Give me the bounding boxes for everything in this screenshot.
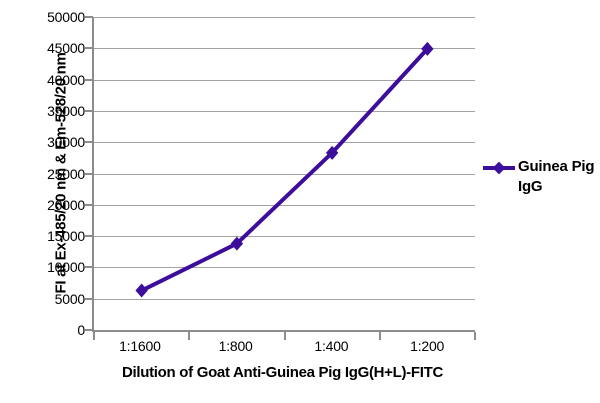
series-svg <box>135 41 434 298</box>
y-axis-tick <box>85 235 93 238</box>
x-tick-label: 1:800 <box>218 338 253 354</box>
y-axis-tick <box>85 109 93 112</box>
x-tick-label: 1:200 <box>410 338 445 354</box>
y-tick-label: 5000 <box>54 290 86 307</box>
y-tick-label: 0 <box>77 322 85 338</box>
x-axis-tick-labels: 1:1600 1:800 1:400 1:200 <box>92 338 475 356</box>
y-axis-tick <box>85 16 93 18</box>
gridline <box>94 110 475 112</box>
legend: Guinea Pig IgG <box>483 157 600 196</box>
x-axis-title: Dilution of Goat Anti-Guinea Pig IgG(H+L… <box>121 364 444 381</box>
y-axis-tick <box>85 47 93 50</box>
x-axis-tick <box>474 332 476 340</box>
gridline <box>94 79 475 81</box>
x-axis-tick <box>283 332 286 340</box>
gridline <box>94 267 475 269</box>
y-axis-tick <box>85 297 93 300</box>
series-line <box>139 46 430 293</box>
x-axis-tick <box>378 332 381 340</box>
y-axis-tick <box>85 203 93 206</box>
x-axis-tick <box>188 332 191 340</box>
gridline <box>94 48 475 50</box>
y-axis-tick <box>85 78 93 81</box>
y-tick-label: 10000 <box>47 259 85 276</box>
legend-line-marker <box>483 159 515 175</box>
legend-label: Guinea Pig IgG <box>518 158 595 195</box>
y-tick-label: 20000 <box>47 196 85 213</box>
y-tick-label: 40000 <box>47 71 85 88</box>
y-tick-label: 15000 <box>47 228 85 245</box>
gridline <box>94 17 475 18</box>
y-tick-label: 45000 <box>47 40 85 57</box>
legend-diamond-icon <box>492 161 506 175</box>
gridline <box>94 173 475 175</box>
y-axis-tick <box>85 266 93 269</box>
gridline <box>94 142 475 144</box>
y-axis-tick-labels: 50000 45000 40000 35000 30000 25000 2000… <box>0 9 86 338</box>
x-axis-tick <box>93 332 95 340</box>
y-axis-tick <box>85 172 93 175</box>
plot-area <box>85 16 476 340</box>
y-tick-label: 25000 <box>47 165 85 182</box>
x-tick-label: 1:400 <box>314 338 349 354</box>
y-tick-label: 30000 <box>47 134 85 151</box>
y-axis-tick <box>85 141 93 144</box>
gridline <box>94 204 475 206</box>
data-point-markers <box>135 41 434 298</box>
x-tick-label: 1:1600 <box>119 338 161 354</box>
gridline <box>94 298 475 300</box>
y-tick-label: 35000 <box>47 102 85 119</box>
y-axis-tick <box>85 329 93 331</box>
y-tick-label: 50000 <box>47 9 85 25</box>
gridline <box>94 236 475 238</box>
